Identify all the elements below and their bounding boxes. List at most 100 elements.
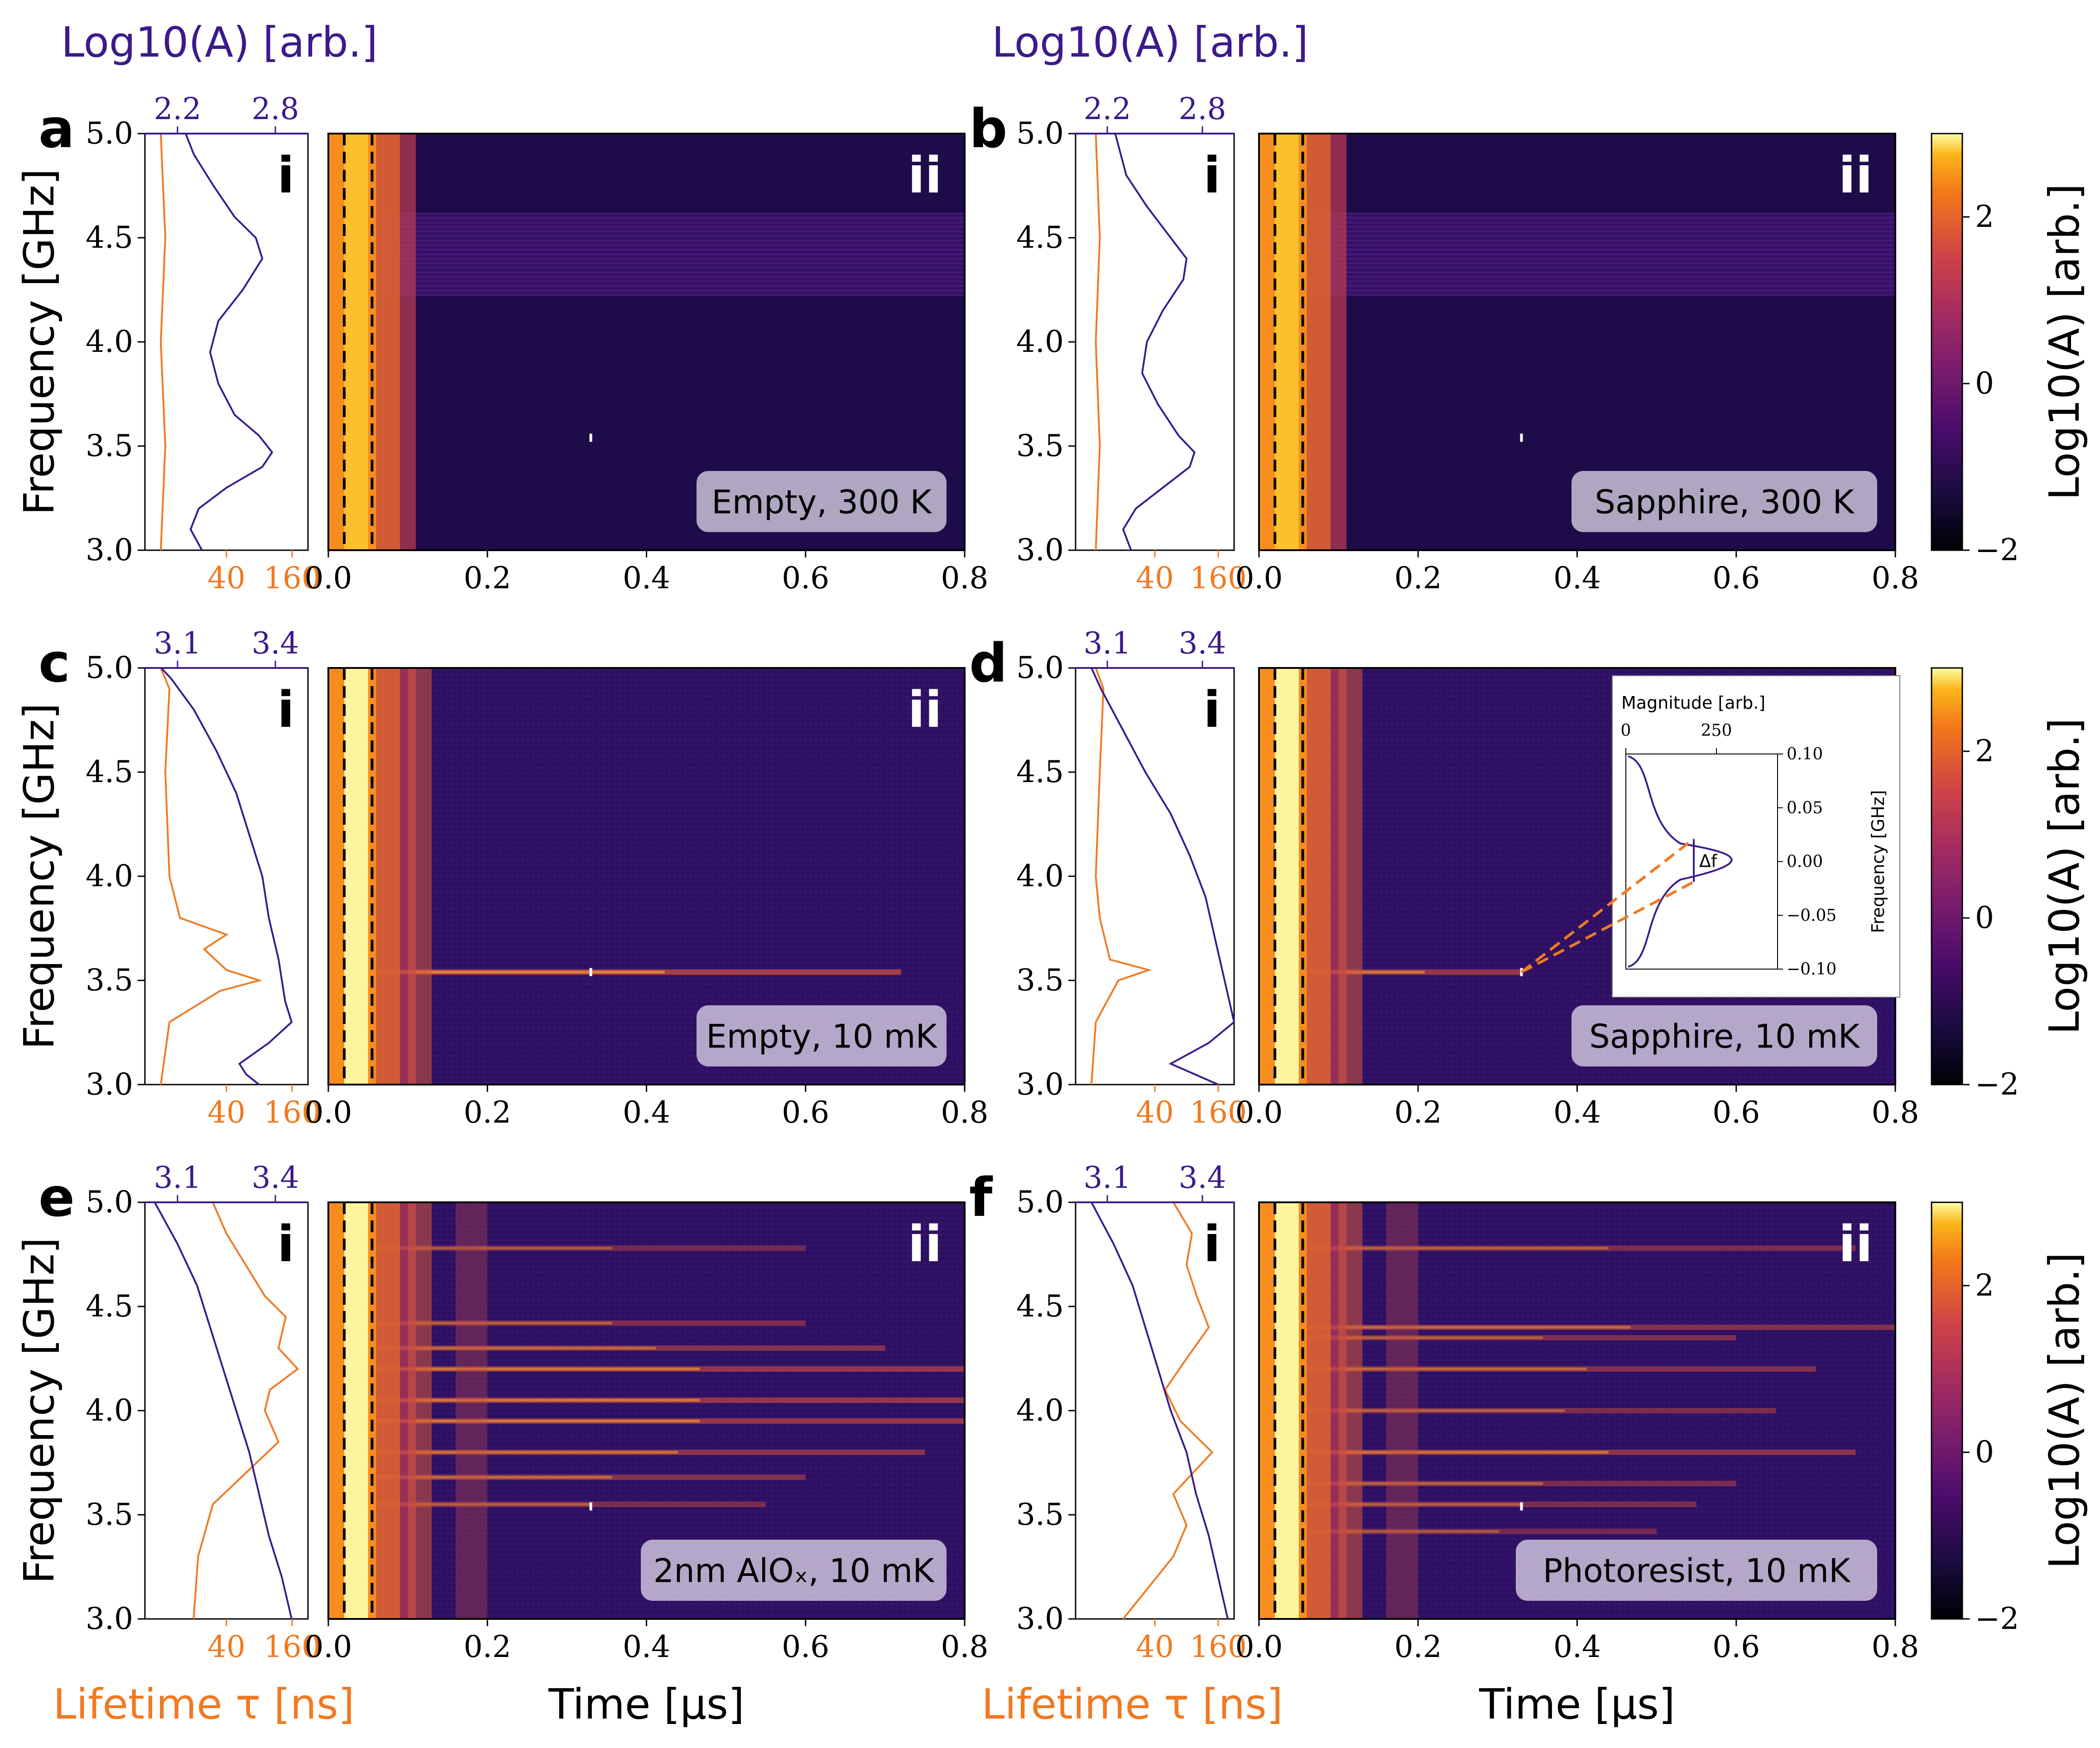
time-tick-label: 0.2 bbox=[1394, 1095, 1442, 1130]
subpanel-i-label: i bbox=[1203, 681, 1221, 739]
time-tick-label: 0.8 bbox=[1872, 561, 1919, 595]
freq-tick-label: 3.5 bbox=[1016, 963, 1064, 998]
resonance-line bbox=[376, 1320, 806, 1326]
amp-tick-label: 3.1 bbox=[1084, 626, 1131, 661]
lifetime-curve bbox=[160, 668, 263, 1085]
lifetime-tick-label: 160 bbox=[264, 1095, 321, 1130]
second-echo bbox=[1338, 1202, 1363, 1619]
resonance-core bbox=[1307, 1482, 1543, 1485]
pulse-core bbox=[1275, 134, 1299, 550]
time-tick-label: 0.0 bbox=[305, 1095, 352, 1130]
third-echo bbox=[1386, 1202, 1418, 1619]
time-tick-label: 0.0 bbox=[305, 561, 352, 595]
lifetime-curve bbox=[192, 1202, 299, 1619]
subpanel-i-label: i bbox=[277, 1215, 294, 1273]
inset-xtick-label: 250 bbox=[1701, 721, 1732, 740]
resonance-line bbox=[1307, 1481, 1736, 1486]
inset-ytick-label: 0.05 bbox=[1787, 799, 1823, 817]
time-axis-label: Time [μs] bbox=[1479, 1680, 1675, 1729]
ringdown-edge bbox=[372, 668, 400, 1085]
condition-box bbox=[697, 471, 947, 532]
amp-axis-label: Log10(A) [arb.] bbox=[992, 18, 1308, 67]
panel-letter: b bbox=[969, 97, 1007, 160]
ringdown-edge bbox=[372, 134, 400, 550]
amplitude-curve bbox=[1091, 668, 1235, 1085]
time-axis-label: Time [μs] bbox=[548, 1680, 745, 1729]
amp-tick-label: 2.2 bbox=[154, 91, 202, 126]
time-tick-label: 0.4 bbox=[623, 1095, 670, 1130]
inset-ytick-label: −0.05 bbox=[1787, 906, 1836, 925]
time-tick-label: 0.2 bbox=[1394, 1629, 1442, 1664]
third-echo bbox=[456, 1202, 488, 1619]
spectral-band bbox=[1314, 212, 1895, 296]
amp-tick-label: 2.8 bbox=[1179, 91, 1226, 126]
resonance-core bbox=[1307, 1368, 1587, 1370]
colorbar-tick-label: −2 bbox=[1975, 1067, 2019, 1102]
profile-frame bbox=[1075, 1201, 1235, 1620]
condition-box bbox=[697, 1005, 947, 1066]
freq-tick-label: 3.5 bbox=[1016, 428, 1064, 463]
inset-title: Magnitude [arb.] bbox=[1621, 693, 1765, 713]
panel-d: 3.1 3.4 40 160 3.0 3.5 4.0 4.5 5.0 i d 0.0 0.2 0.4 0.6… bbox=[969, 626, 2089, 1130]
time-marker bbox=[1520, 433, 1523, 442]
amplitude-curve bbox=[154, 1202, 293, 1619]
amp-tick-label: 2.2 bbox=[1084, 91, 1131, 126]
resonance-core bbox=[376, 1347, 656, 1349]
second-echo bbox=[408, 1202, 432, 1619]
subpanel-i-label: i bbox=[277, 681, 294, 739]
colorbar-tick-label: 2 bbox=[1975, 734, 1994, 768]
freq-tick-label: 4.5 bbox=[1016, 220, 1064, 255]
freq-tick-label: 3.0 bbox=[1016, 1601, 1064, 1636]
time-tick-label: 0.2 bbox=[464, 1629, 511, 1664]
time-tick-label: 0.8 bbox=[941, 1095, 989, 1130]
lifetime-curve bbox=[159, 133, 167, 551]
subpanel-ii-label: ii bbox=[1839, 146, 1873, 204]
time-tick-label: 0.0 bbox=[1235, 561, 1283, 595]
second-echo bbox=[1338, 668, 1363, 1085]
profile-frame bbox=[1075, 133, 1235, 551]
panel-b: 2.2 2.8 40 160 3.0 3.5 4.0 4.5 5.0 i b Log10(A) [ar… bbox=[969, 18, 2089, 595]
panel-letter: f bbox=[969, 1166, 993, 1229]
panel-e: 3.1 3.4 40 160 3.0 3.5 4.0 4.5 5.0 i e 0.0 0.2 0.4 0.6… bbox=[15, 1160, 988, 1729]
inset-ylabel: Frequency [GHz] bbox=[1868, 790, 1888, 933]
time-tick-label: 0.0 bbox=[1235, 1095, 1283, 1130]
time-marker bbox=[589, 1502, 592, 1511]
resonance-line bbox=[1307, 1335, 1736, 1340]
time-tick-label: 0.8 bbox=[941, 1629, 989, 1664]
amp-tick-label: 3.4 bbox=[1179, 1160, 1226, 1195]
amp-tick-label: 3.4 bbox=[252, 1160, 299, 1195]
resonance-line bbox=[1307, 1245, 1856, 1251]
freq-tick-label: 3.0 bbox=[86, 1067, 133, 1102]
resonance-core bbox=[1307, 970, 1425, 974]
resonance-line bbox=[1307, 1408, 1776, 1413]
freq-tick-label: 5.0 bbox=[86, 116, 133, 151]
amp-tick-label: 3.1 bbox=[154, 626, 202, 661]
freq-tick-label: 3.5 bbox=[86, 963, 133, 998]
panel-a: 2.2 2.8 40 160 3.0 3.5 4.0 4.5 5.0 i a Log10(A) [ar… bbox=[15, 18, 988, 595]
lifetime-tick-label: 40 bbox=[207, 1095, 245, 1130]
inset-ytick-label: −0.10 bbox=[1787, 960, 1836, 979]
panel-letter: c bbox=[38, 632, 70, 694]
amplitude-curve bbox=[1114, 133, 1196, 551]
resonance-core bbox=[376, 1247, 612, 1250]
time-tick-label: 0.6 bbox=[1712, 561, 1760, 595]
time-marker bbox=[1520, 1502, 1523, 1511]
time-tick-label: 0.2 bbox=[1394, 561, 1442, 595]
ringdown-edge bbox=[1302, 134, 1331, 550]
frequency-axis-label: Frequency [GHz] bbox=[15, 703, 63, 1049]
condition-label: Empty, 300 K bbox=[711, 483, 932, 521]
condition-label: Photoresist, 10 mK bbox=[1543, 1552, 1851, 1590]
resonance-core bbox=[376, 1451, 678, 1454]
time-tick-label: 0.6 bbox=[1712, 1629, 1760, 1664]
inset-ytick-label: 0.00 bbox=[1787, 853, 1823, 871]
time-tick-label: 0.8 bbox=[1872, 1629, 1919, 1664]
lifetime-axis-label: Lifetime τ [ns] bbox=[981, 1680, 1283, 1729]
freq-tick-label: 3.0 bbox=[86, 533, 133, 567]
time-tick-label: 0.8 bbox=[941, 561, 989, 595]
amplitude-curve bbox=[185, 133, 274, 551]
time-tick-label: 0.4 bbox=[1553, 1095, 1601, 1130]
freq-tick-label: 5.0 bbox=[1016, 650, 1064, 685]
freq-tick-label: 4.5 bbox=[1016, 1289, 1064, 1324]
subpanel-ii-label: ii bbox=[908, 146, 942, 204]
